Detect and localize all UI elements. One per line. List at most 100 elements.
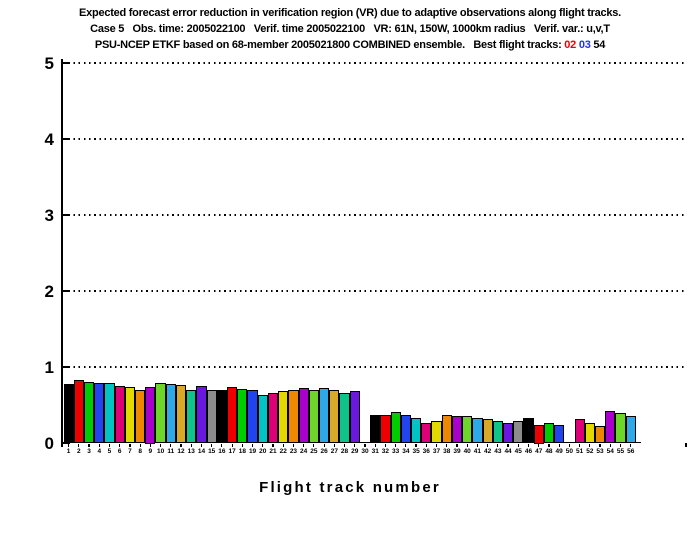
bar-track-44 <box>502 422 514 444</box>
x-tick-label-37: 37 <box>432 447 441 455</box>
x-tick-mark-53 <box>599 443 601 447</box>
y-tick-mark-3 <box>61 214 70 216</box>
x-tick-mark-43 <box>497 443 499 447</box>
x-tick-mark-17 <box>231 443 233 447</box>
x-tick-label-7: 7 <box>128 447 132 455</box>
y-tick-label-0: 0 <box>44 433 54 453</box>
x-tick-mark-11 <box>170 443 172 447</box>
bar-track-28 <box>339 392 350 444</box>
best-track-ref-03: 03 <box>576 39 591 51</box>
x-tick-label-45: 45 <box>514 447 522 455</box>
x-tick-label-2: 2 <box>77 447 81 455</box>
x-tick-mark-10 <box>159 443 162 447</box>
x-tick-label-33: 33 <box>392 447 400 455</box>
bar-track-55 <box>615 413 626 444</box>
bar-track-49 <box>554 425 565 444</box>
bar-track-10 <box>155 383 166 444</box>
x-tick-mark-21 <box>272 443 274 447</box>
bar-track-12 <box>175 384 187 444</box>
bar-track-8 <box>135 389 146 444</box>
bar-track-3 <box>83 381 95 444</box>
x-tick-mark-56 <box>630 443 632 447</box>
x-tick-label-44: 44 <box>504 447 512 455</box>
x-tick-mark-49 <box>558 443 560 447</box>
x-tick-mark-14 <box>200 443 203 447</box>
x-tick-mark-13 <box>190 443 192 447</box>
x-tick-mark-55 <box>619 443 622 447</box>
x-tick-label-14: 14 <box>197 447 206 455</box>
bar-track-4 <box>94 382 105 444</box>
best-track-numbers: 02 03 54 <box>564 39 605 51</box>
x-tick-label-10: 10 <box>156 447 165 455</box>
gridline-y3 <box>63 214 686 216</box>
bar-track-29 <box>349 391 360 444</box>
x-tick-label-23: 23 <box>289 447 298 455</box>
chart-title-line-3: PSU-NCEP ETKF based on 68-member 2005021… <box>0 39 700 51</box>
x-tick-label-25: 25 <box>310 447 318 455</box>
x-tick-mark-24 <box>303 443 305 447</box>
bar-track-7 <box>124 387 136 444</box>
bar-track-53 <box>594 426 606 444</box>
y-tick-label-5: 5 <box>44 53 54 73</box>
bar-track-15 <box>206 390 217 444</box>
x-tick-mark-27 <box>333 443 335 447</box>
y-tick-mark-2 <box>61 290 70 292</box>
gridline-y5 <box>63 62 686 64</box>
x-tick-mark-50 <box>568 443 570 447</box>
bar-track-1 <box>63 384 74 444</box>
bar-track-46 <box>523 417 534 444</box>
x-tick-mark-8 <box>139 443 141 447</box>
x-tick-mark-34 <box>405 443 407 447</box>
y-tick-mark-1 <box>61 366 70 368</box>
x-tick-mark-3 <box>88 443 90 447</box>
x-tick-label-30: 30 <box>361 447 369 455</box>
x-tick-label-13: 13 <box>187 447 195 455</box>
x-tick-label-42: 42 <box>484 447 492 455</box>
bar-track-9 <box>145 386 156 444</box>
x-tick-label-26: 26 <box>320 447 328 455</box>
bar-track-43 <box>492 421 503 444</box>
x-tick-mark-29 <box>354 443 356 447</box>
bar-track-41 <box>472 418 483 444</box>
x-tick-mark-40 <box>466 443 468 447</box>
bar-track-33 <box>390 412 401 444</box>
x-tick-label-35: 35 <box>412 447 420 455</box>
x-tick-mark-33 <box>395 443 397 447</box>
x-tick-label-51: 51 <box>575 447 584 455</box>
bar-track-13 <box>186 390 197 444</box>
x-tick-mark-54 <box>609 443 611 447</box>
x-tick-mark-2 <box>78 443 80 447</box>
x-tick-mark-36 <box>425 443 427 447</box>
x-tick-mark-23 <box>292 443 295 447</box>
x-tick-mark-18 <box>241 443 243 447</box>
x-tick-label-20: 20 <box>259 447 267 455</box>
bar-track-39 <box>451 416 463 444</box>
x-tick-label-19: 19 <box>248 447 257 455</box>
x-tick-mark-51 <box>579 443 581 447</box>
x-tick-mark-35 <box>415 443 417 447</box>
bar-track-19 <box>247 390 258 444</box>
bar-track-56 <box>625 416 636 444</box>
x-tick-label-16: 16 <box>218 447 226 455</box>
x-tick-label-15: 15 <box>208 447 216 455</box>
x-tick-label-6: 6 <box>117 447 122 455</box>
x-tick-mark-9 <box>149 443 151 447</box>
bar-track-22 <box>278 391 289 444</box>
x-tick-label-9: 9 <box>148 447 153 455</box>
x-tick-label-27: 27 <box>330 447 338 455</box>
x-tick-mark-47 <box>538 443 540 447</box>
bar-track-16 <box>216 390 228 444</box>
x-tick-mark-48 <box>548 443 550 447</box>
x-axis-title: Flight track number <box>259 479 441 496</box>
x-tick-label-38: 38 <box>443 447 451 455</box>
x-tick-mark-12 <box>180 443 182 447</box>
gridline-y4 <box>63 138 686 140</box>
bar-track-51 <box>574 419 585 444</box>
y-tick-mark-4 <box>61 138 70 140</box>
y-tick-label-3: 3 <box>44 205 54 225</box>
bar-track-14 <box>196 385 207 444</box>
x-tick-mark-30 <box>364 443 366 447</box>
x-tick-label-18: 18 <box>238 447 246 455</box>
x-tick-label-36: 36 <box>422 447 430 455</box>
x-tick-mark-45 <box>517 443 519 447</box>
